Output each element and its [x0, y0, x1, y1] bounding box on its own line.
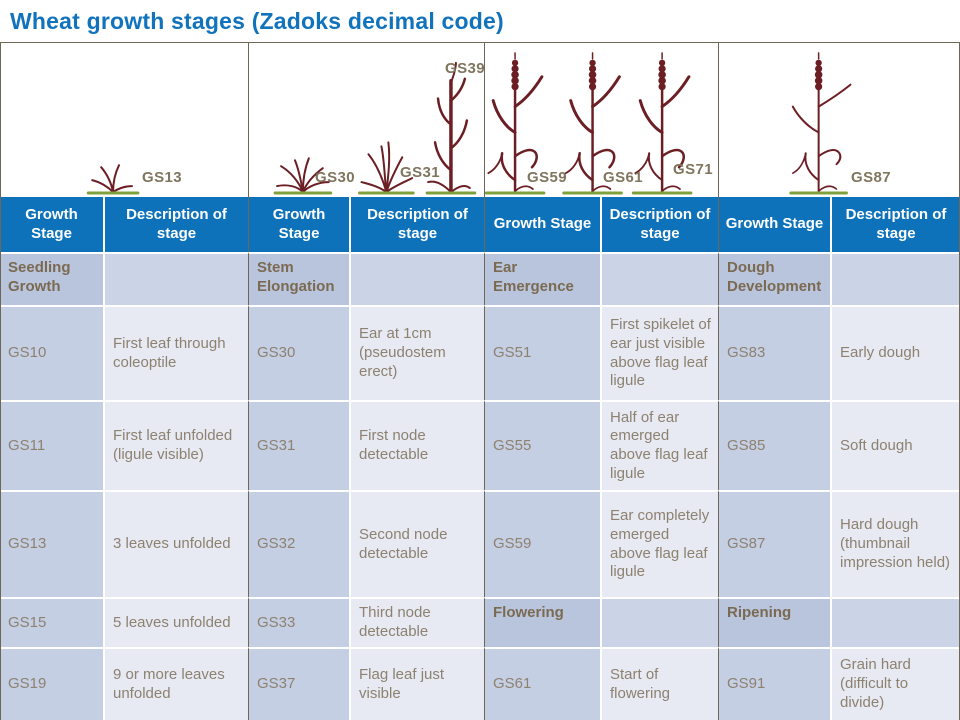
stage-code-cell: GS32: [248, 490, 349, 597]
title-bar: Wheat growth stages (Zadoks decimal code…: [0, 0, 960, 42]
stage-description-cell: First node detectable: [349, 400, 484, 490]
stage-description-cell: Third node detectable: [349, 597, 484, 647]
stage-description-cell: Ear completely emerged above flag leaf l…: [600, 490, 718, 597]
figure-panel-stem-elongation: GS30 GS31 GS39: [248, 43, 485, 197]
stage-code-cell: GS59: [484, 490, 600, 597]
stage-code-cell: GS10: [0, 305, 103, 400]
stage-description-cell: First spikelet of ear just visible above…: [600, 305, 718, 400]
stage-code-cell: GS51: [484, 305, 600, 400]
section-header-spacer: [600, 252, 718, 305]
growth-stage-label: GS13: [142, 169, 182, 186]
stage-code-cell: GS85: [718, 400, 830, 490]
column-header-growth-stage: Growth Stage: [484, 197, 600, 252]
wheat-plant-gs13: [86, 164, 140, 195]
stage-code-cell: GS11: [0, 400, 103, 490]
stage-code-cell: GS30: [248, 305, 349, 400]
figure-panel-dough-development: GS87: [718, 43, 960, 197]
section-header-cell: Dough Development: [718, 252, 830, 305]
stage-code-cell: GS83: [718, 305, 830, 400]
stage-description-cell: Grain hard (difficult to divide): [830, 647, 960, 720]
wheat-stem-elongation-illustration: [273, 61, 477, 195]
growth-stage-label: GS87: [851, 169, 891, 186]
growth-stage-label: GS30: [315, 169, 355, 186]
section-header-cell: Ripening: [718, 597, 830, 647]
stage-code-cell: GS15: [0, 597, 103, 647]
stage-description-cell: First leaf unfolded (ligule visible): [103, 400, 248, 490]
growth-stage-label: GS39: [445, 60, 485, 77]
wheat-plant-gs71: [631, 52, 693, 195]
page-title: Wheat growth stages (Zadoks decimal code…: [10, 7, 504, 34]
wheat-ear-emergence-illustration: [485, 52, 693, 195]
wheat-plant-gs59: [485, 52, 546, 195]
left-border-divider: [0, 42, 1, 720]
column-header-growth-stage: Growth Stage: [248, 197, 349, 252]
growth-stages-table: Growth Stage Description of stage Growth S…: [0, 197, 960, 720]
column-header-growth-stage: Growth Stage: [0, 197, 103, 252]
section-header-cell: Flowering: [484, 597, 600, 647]
section-header-cell: Ear Emergence: [484, 252, 600, 305]
stage-description-cell: 5 leaves unfolded: [103, 597, 248, 647]
column-header-description: Description of stage: [103, 197, 248, 252]
section-header-cell: Stem Elongation: [248, 252, 349, 305]
stage-description-cell: Second node detectable: [349, 490, 484, 597]
wheat-dough-development-illustration: [789, 52, 852, 195]
stage-code-cell: GS87: [718, 490, 830, 597]
stage-code-cell: GS19: [0, 647, 103, 720]
growth-stages-figure: GS13: [0, 42, 960, 197]
stage-description-cell: Flag leaf just visible: [349, 647, 484, 720]
stage-description-cell: Ear at 1cm (pseudostem erect): [349, 305, 484, 400]
figure-panel-seedling-growth: GS13: [0, 43, 248, 197]
section-header-cell: Seedling Growth: [0, 252, 103, 305]
wheat-plant-gs39: [425, 61, 477, 195]
stage-code-cell: GS91: [718, 647, 830, 720]
column-header-growth-stage: Growth Stage: [718, 197, 830, 252]
wheat-plant-gs30: [273, 157, 333, 195]
growth-stage-label: GS71: [673, 161, 713, 178]
section-header-spacer: [349, 252, 484, 305]
growth-stage-label: GS61: [603, 169, 643, 186]
stage-description-cell: First leaf through coleoptile: [103, 305, 248, 400]
growth-stage-label: GS31: [400, 164, 440, 181]
column-header-description: Description of stage: [830, 197, 960, 252]
stage-code-cell: GS13: [0, 490, 103, 597]
growth-stage-label: GS59: [527, 169, 567, 186]
section-header-spacer: [103, 252, 248, 305]
stage-description-cell: Early dough: [830, 305, 960, 400]
section-header-spacer: [830, 597, 960, 647]
stage-description-cell: Hard dough (thumbnail impression held): [830, 490, 960, 597]
figure-panel-ear-emergence: GS59 GS61 GS71: [484, 43, 718, 197]
wheat-plant-gs87: [789, 52, 852, 195]
stage-code-cell: GS31: [248, 400, 349, 490]
wheat-plant-gs61: [562, 52, 623, 195]
stage-description-cell: 3 leaves unfolded: [103, 490, 248, 597]
section-header-spacer: [600, 597, 718, 647]
column-header-description: Description of stage: [600, 197, 718, 252]
stage-description-cell: 9 or more leaves unfolded: [103, 647, 248, 720]
stage-description-cell: Soft dough: [830, 400, 960, 490]
wheat-plant-gs31: [358, 141, 415, 195]
stage-code-cell: GS55: [484, 400, 600, 490]
wheat-seedling-illustration: [86, 164, 140, 195]
stage-code-cell: GS33: [248, 597, 349, 647]
column-header-description: Description of stage: [349, 197, 484, 252]
stage-code-cell: GS61: [484, 647, 600, 720]
stage-description-cell: Start of flowering: [600, 647, 718, 720]
stage-description-cell: Half of ear emerged above flag leaf ligu…: [600, 400, 718, 490]
section-header-spacer: [830, 252, 960, 305]
stage-code-cell: GS37: [248, 647, 349, 720]
